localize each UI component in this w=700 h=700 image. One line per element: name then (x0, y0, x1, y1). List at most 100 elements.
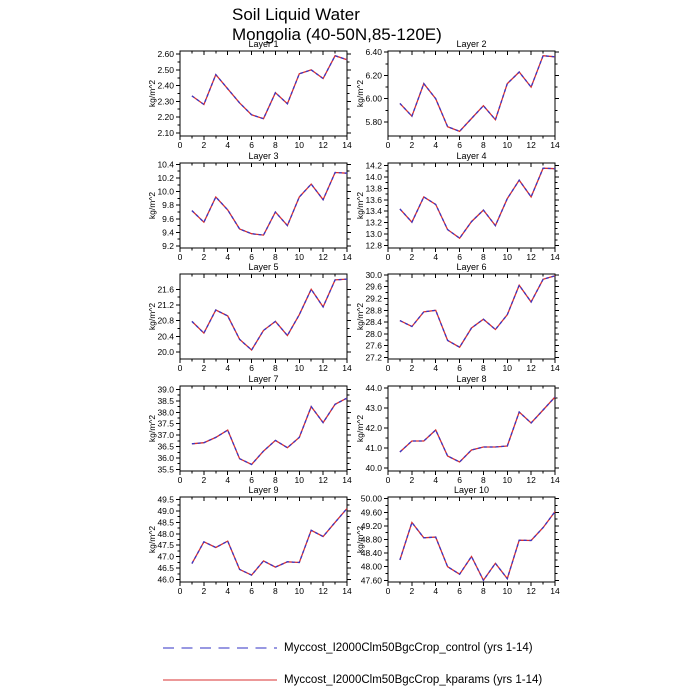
y-tick-label: 46.0 (157, 575, 174, 585)
x-tick-label: 0 (178, 252, 183, 262)
kparams-series-line (191, 54, 348, 120)
y-tick-label: 42.0 (365, 423, 382, 433)
control-series-line (191, 508, 348, 576)
control-series-line (191, 278, 348, 352)
y-tick-label: 47.0 (157, 552, 174, 562)
y-tick-label: 30.0 (365, 270, 382, 280)
x-tick-label: 12 (318, 586, 328, 596)
legend-solid-line-icon (163, 679, 277, 681)
y-tick-label: 28.8 (365, 305, 382, 315)
x-tick-label: 14 (342, 363, 352, 373)
panel-title: Layer 7 (248, 374, 278, 384)
x-tick-label: 2 (201, 140, 206, 150)
x-tick-label: 0 (178, 475, 183, 485)
y-tick-label: 2.50 (157, 65, 174, 75)
y-tick-label: 12.8 (365, 241, 382, 251)
x-tick-label: 14 (550, 140, 560, 150)
x-tick-label: 2 (409, 252, 414, 262)
y-tick-label: 47.60 (361, 575, 383, 585)
kparams-series-line (191, 508, 348, 576)
kparams-series-line (399, 275, 556, 349)
x-tick-label: 10 (503, 363, 513, 373)
y-axis-label: kg/m^2 (147, 192, 157, 219)
x-tick-label: 6 (457, 586, 462, 596)
y-axis-label: kg/m^2 (355, 303, 365, 330)
x-tick-label: 10 (295, 475, 305, 485)
legend-entry-control: Myccost_I2000Clm50BgcCrop_control (yrs 1… (162, 641, 542, 655)
x-tick-label: 10 (295, 252, 305, 262)
x-tick-label: 2 (201, 363, 206, 373)
control-series-line (399, 396, 556, 463)
y-tick-label: 48.5 (157, 517, 174, 527)
x-tick-label: 4 (433, 363, 438, 373)
y-tick-label: 6.20 (365, 70, 382, 80)
y-tick-label: 13.6 (365, 195, 382, 205)
panel-title: Layer 8 (456, 374, 486, 384)
y-axis-label: kg/m^2 (355, 80, 365, 107)
y-tick-label: 46.5 (157, 563, 174, 573)
y-tick-label: 13.4 (365, 206, 382, 216)
plot-frame (387, 496, 556, 583)
x-tick-label: 14 (342, 252, 352, 262)
x-tick-label: 2 (409, 140, 414, 150)
x-tick-label: 0 (178, 586, 183, 596)
x-tick-label: 6 (457, 140, 462, 150)
y-tick-label: 37.5 (157, 419, 174, 429)
y-tick-label: 39.0 (157, 384, 174, 394)
legend-label-control: Myccost_I2000Clm50BgcCrop_control (yrs 1… (284, 642, 533, 654)
x-tick-label: 12 (526, 140, 536, 150)
y-axis-label: kg/m^2 (355, 192, 365, 219)
plot-frame (179, 496, 348, 583)
x-tick-label: 8 (481, 252, 486, 262)
y-tick-label: 20.4 (157, 331, 174, 341)
chart-panel-layer-10: Layer 10 kg/m^2 0 2 4 6 8 10 12 14 47.60 48.00 48.40… (355, 485, 560, 596)
chart-title-line2: Mongolia (40-50N,85-120E) (232, 25, 442, 44)
plot-frame (179, 50, 348, 137)
chart-panel-layer-8: Layer 8 kg/m^2 0 2 4 6 8 10 12 14 40.0 41.0 42.0 43.0… (355, 374, 560, 485)
chart-title-line1: Soil Liquid Water (232, 5, 360, 24)
x-tick-label: 6 (457, 252, 462, 262)
x-tick-label: 14 (342, 586, 352, 596)
y-tick-label: 48.80 (361, 535, 383, 545)
y-tick-label: 40.0 (365, 463, 382, 473)
x-tick-label: 0 (178, 140, 183, 150)
y-tick-label: 27.6 (365, 341, 382, 351)
x-tick-label: 14 (342, 140, 352, 150)
y-tick-label: 41.0 (365, 443, 382, 453)
control-series-line (399, 275, 556, 349)
y-tick-label: 21.2 (157, 300, 174, 310)
x-tick-label: 2 (409, 475, 414, 485)
x-tick-label: 10 (503, 586, 513, 596)
chart-panel-layer-3: Layer 3 kg/m^2 0 2 4 6 8 10 12 14 9.2 9.4 9.6 9.8 10.0… (147, 151, 352, 262)
y-tick-label: 49.5 (157, 494, 174, 504)
x-tick-label: 4 (225, 252, 230, 262)
legend-label-kparams: Myccost_I2000Clm50BgcCrop_kparams (yrs 1… (284, 674, 543, 686)
y-axis-label: kg/m^2 (147, 415, 157, 442)
x-tick-label: 14 (550, 586, 560, 596)
y-tick-label: 29.2 (365, 293, 382, 303)
y-tick-label: 2.30 (157, 96, 174, 106)
plot-frame (179, 273, 348, 360)
x-tick-label: 4 (433, 586, 438, 596)
x-tick-label: 6 (249, 252, 254, 262)
y-tick-label: 20.0 (157, 347, 174, 357)
x-tick-label: 2 (201, 252, 206, 262)
x-tick-label: 4 (433, 252, 438, 262)
x-tick-label: 8 (481, 363, 486, 373)
chart-panel-layer-2: Layer 2 kg/m^2 0 2 4 6 8 10 12 14 5.80 6.00 6.20 6.40 (355, 39, 560, 150)
panel-title: Layer 5 (248, 262, 278, 272)
y-tick-label: 14.0 (365, 172, 382, 182)
y-axis-label: kg/m^2 (147, 303, 157, 330)
x-tick-label: 10 (295, 140, 305, 150)
control-series-line (399, 55, 556, 133)
x-tick-label: 6 (457, 475, 462, 485)
x-tick-label: 6 (457, 363, 462, 373)
panel-title: Layer 4 (456, 151, 486, 161)
y-tick-label: 48.0 (157, 529, 174, 539)
y-tick-label: 6.00 (365, 94, 382, 104)
kparams-series-line (399, 396, 556, 463)
x-tick-label: 14 (550, 475, 560, 485)
x-tick-label: 8 (481, 475, 486, 485)
y-tick-label: 9.2 (162, 241, 174, 251)
